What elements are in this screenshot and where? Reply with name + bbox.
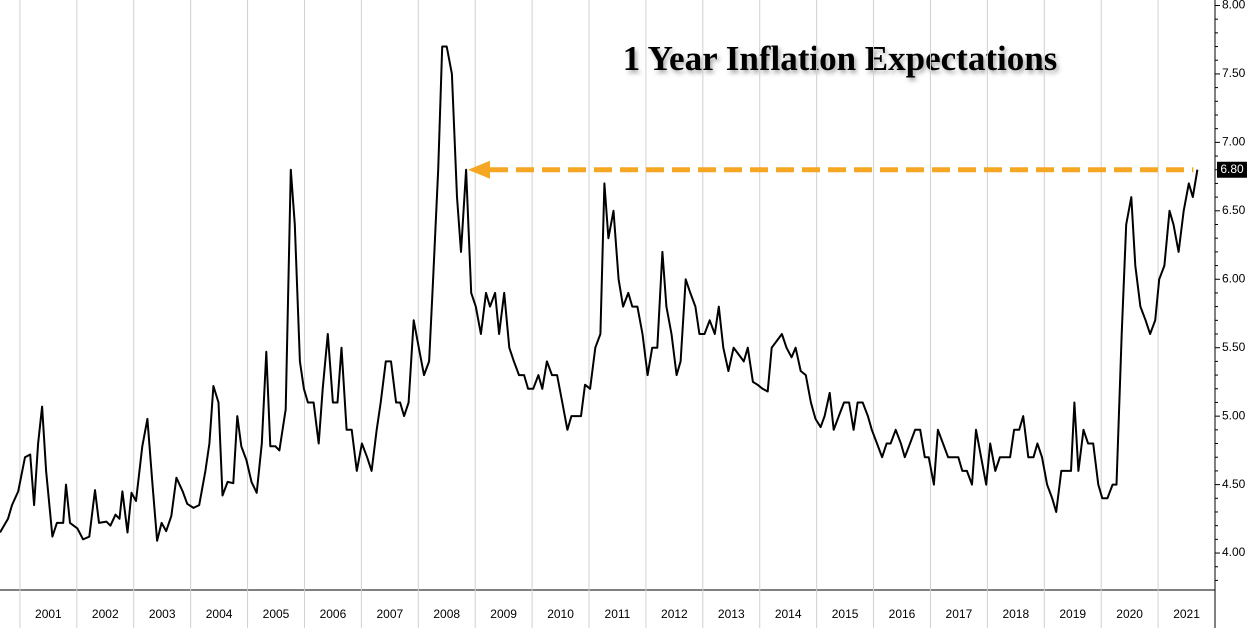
arrow-head (468, 160, 490, 179)
x-tick-label: 2017 (946, 607, 973, 621)
last-value-box (1217, 161, 1247, 178)
x-tick-label: 2007 (376, 607, 403, 621)
x-tick-label: 2001 (35, 607, 62, 621)
x-tick-label: 2009 (490, 607, 517, 621)
y-tick-label: 7.00 (1222, 135, 1246, 149)
x-tick-label: 2010 (547, 607, 574, 621)
data-line (0, 45, 1199, 542)
y-tick-label: 8.00 (1222, 0, 1246, 12)
x-tick-label: 2005 (263, 607, 290, 621)
y-tick-label: 6.50 (1222, 203, 1246, 217)
x-tick-label: 2014 (775, 607, 802, 621)
x-tick-label: 2004 (206, 607, 233, 621)
x-tick-label: 2011 (605, 607, 631, 621)
y-tick-label: 7.50 (1222, 66, 1246, 80)
x-tick-label: 2018 (1002, 607, 1029, 621)
x-tick-label: 2020 (1116, 607, 1143, 621)
y-tick-label: 4.50 (1222, 477, 1246, 491)
x-tick-label: 2013 (718, 607, 745, 621)
y-tick-label: 5.50 (1222, 340, 1246, 354)
x-tick-label: 2006 (320, 607, 347, 621)
x-tick-label: 2002 (92, 607, 119, 621)
y-tick-label: 6.00 (1222, 271, 1246, 285)
x-tick-label: 2015 (832, 607, 859, 621)
chart-title: 1 Year Inflation Expectations (623, 39, 1058, 78)
x-tick-label: 2008 (433, 607, 460, 621)
x-tick-label: 2021 (1173, 607, 1200, 621)
last-value-label: 6.80 (1220, 162, 1244, 176)
x-tick-label: 2012 (661, 607, 688, 621)
y-tick-label: 5.00 (1222, 408, 1246, 422)
x-tick-label: 2019 (1059, 607, 1086, 621)
x-tick-label: 2016 (889, 607, 916, 621)
y-tick-label: 4.00 (1222, 545, 1246, 559)
x-tick-label: 2003 (149, 607, 176, 621)
